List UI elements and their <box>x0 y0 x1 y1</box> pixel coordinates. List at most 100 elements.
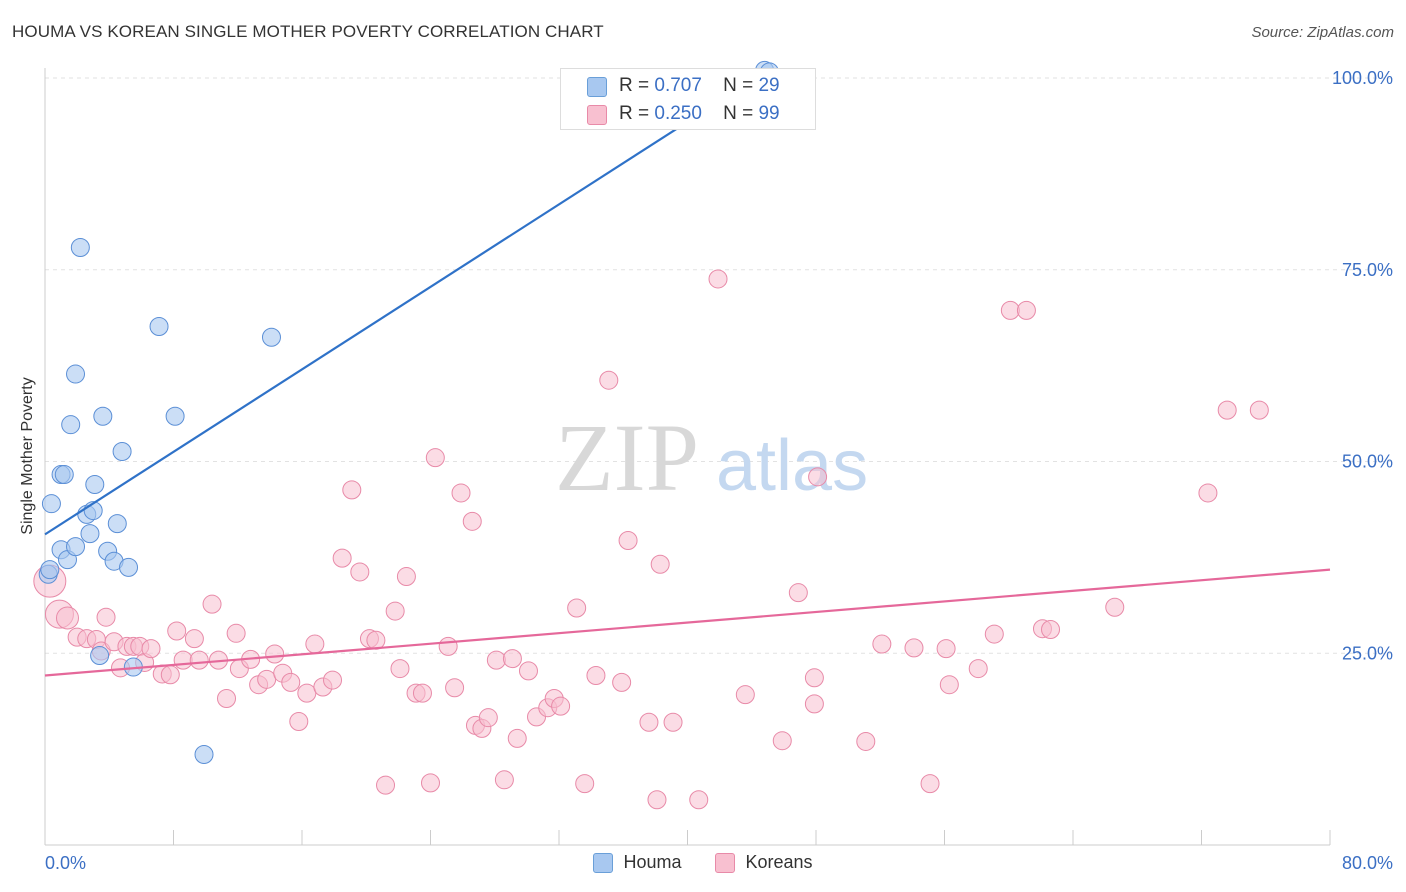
houma-point <box>54 465 74 485</box>
x-tick-label: 0.0% <box>45 853 86 873</box>
stats-legend: R = 0.707 N = 29 R = 0.250 N = 99 <box>560 68 816 130</box>
koreans-point <box>772 731 792 751</box>
houma-point <box>149 317 169 337</box>
koreans-point <box>202 594 222 614</box>
koreans-point <box>421 773 440 793</box>
koreans-point <box>804 668 824 688</box>
koreans-point <box>1041 619 1061 639</box>
legend-item-houma[interactable]: Houma <box>593 852 681 873</box>
y-tick-label: 100.0% <box>1332 68 1393 88</box>
koreans-point <box>808 467 828 487</box>
koreans-point <box>586 665 606 685</box>
koreans-point <box>502 649 522 669</box>
y-tick-label: 25.0% <box>1342 643 1393 663</box>
houma-n-value: 29 <box>758 75 780 96</box>
koreans-point <box>451 483 471 503</box>
houma-point <box>112 442 132 462</box>
koreans-point <box>663 712 683 732</box>
legend-koreans-swatch <box>715 852 736 873</box>
houma-stats-text: R = 0.707 N = 29 <box>619 75 780 97</box>
houma-point <box>107 514 127 534</box>
koreans-points <box>33 269 1269 810</box>
koreans-point <box>788 583 808 603</box>
koreans-point <box>96 607 116 627</box>
houma-trend-line <box>44 69 769 536</box>
koreans-point <box>647 790 667 810</box>
koreans-point <box>184 629 204 649</box>
koreans-r-label: R = <box>619 103 650 124</box>
koreans-point <box>936 639 956 659</box>
legend: Houma Koreans <box>0 852 1406 873</box>
koreans-trend-line <box>44 568 1331 677</box>
koreans-point <box>804 694 824 714</box>
koreans-point <box>55 606 79 630</box>
houma-point <box>70 238 90 258</box>
koreans-point <box>856 731 876 751</box>
koreans-point <box>462 511 482 531</box>
houma-point <box>85 475 105 495</box>
houma-r-label: R = <box>619 75 650 96</box>
koreans-point <box>289 712 309 732</box>
koreans-point <box>305 634 325 654</box>
koreans-point <box>173 650 193 670</box>
koreans-point <box>689 790 709 810</box>
koreans-point <box>297 683 317 703</box>
koreans-point <box>612 672 632 692</box>
koreans-stats-text: R = 0.250 N = 99 <box>619 103 780 125</box>
koreans-point <box>1198 483 1218 503</box>
houma-point <box>40 560 60 580</box>
houma-point <box>194 744 214 764</box>
koreans-point <box>350 562 370 582</box>
chart-title: HOUMA VS KOREAN SINGLE MOTHER POVERTY CO… <box>12 22 604 41</box>
watermark-atlas: atlas <box>716 426 868 506</box>
koreans-r-value: 0.250 <box>654 103 702 124</box>
trend-lines <box>44 69 1331 677</box>
tick-labels: 100.0% 75.0% 50.0% 25.0% 0.0% 80.0% <box>45 68 1393 873</box>
houma-point <box>90 646 110 666</box>
houma-point <box>66 537 86 557</box>
legend-houma-label: Houma <box>623 852 682 872</box>
koreans-point <box>618 531 638 551</box>
koreans-n-value: 99 <box>758 103 780 124</box>
houma-point <box>93 406 113 426</box>
koreans-point <box>1016 300 1036 320</box>
koreans-point <box>390 659 410 679</box>
houma-point <box>61 415 81 435</box>
legend-item-koreans[interactable]: Koreans <box>715 852 813 873</box>
koreans-point <box>445 678 465 698</box>
koreans-point <box>507 728 527 748</box>
koreans-point <box>872 634 892 654</box>
koreans-point <box>366 630 386 650</box>
koreans-point <box>141 639 161 659</box>
watermark: ZIP atlas <box>555 404 868 511</box>
koreans-point <box>478 708 498 728</box>
houma-point <box>261 327 281 347</box>
koreans-point <box>968 659 988 679</box>
koreans-point <box>342 480 362 500</box>
koreans-point <box>217 689 237 709</box>
houma-point <box>119 557 139 577</box>
koreans-swatch <box>587 105 607 125</box>
koreans-point <box>1217 400 1237 420</box>
grid-lines <box>45 77 1392 654</box>
koreans-point <box>650 554 670 574</box>
koreans-point <box>412 683 432 703</box>
koreans-point <box>939 675 959 695</box>
koreans-point <box>189 650 209 670</box>
koreans-point <box>984 624 1004 644</box>
koreans-point <box>639 712 659 732</box>
legend-koreans-label: Koreans <box>745 852 813 872</box>
koreans-point <box>735 685 755 705</box>
koreans-point <box>226 623 246 643</box>
koreans-point <box>1105 597 1125 617</box>
koreans-point <box>904 638 924 658</box>
koreans-point <box>1249 400 1269 420</box>
koreans-point <box>265 644 285 664</box>
koreans-point <box>332 548 352 568</box>
koreans-point <box>438 636 458 656</box>
axes <box>44 68 1331 846</box>
koreans-point <box>323 670 343 690</box>
houma-points <box>38 60 779 764</box>
y-tick-label: 75.0% <box>1342 260 1393 280</box>
